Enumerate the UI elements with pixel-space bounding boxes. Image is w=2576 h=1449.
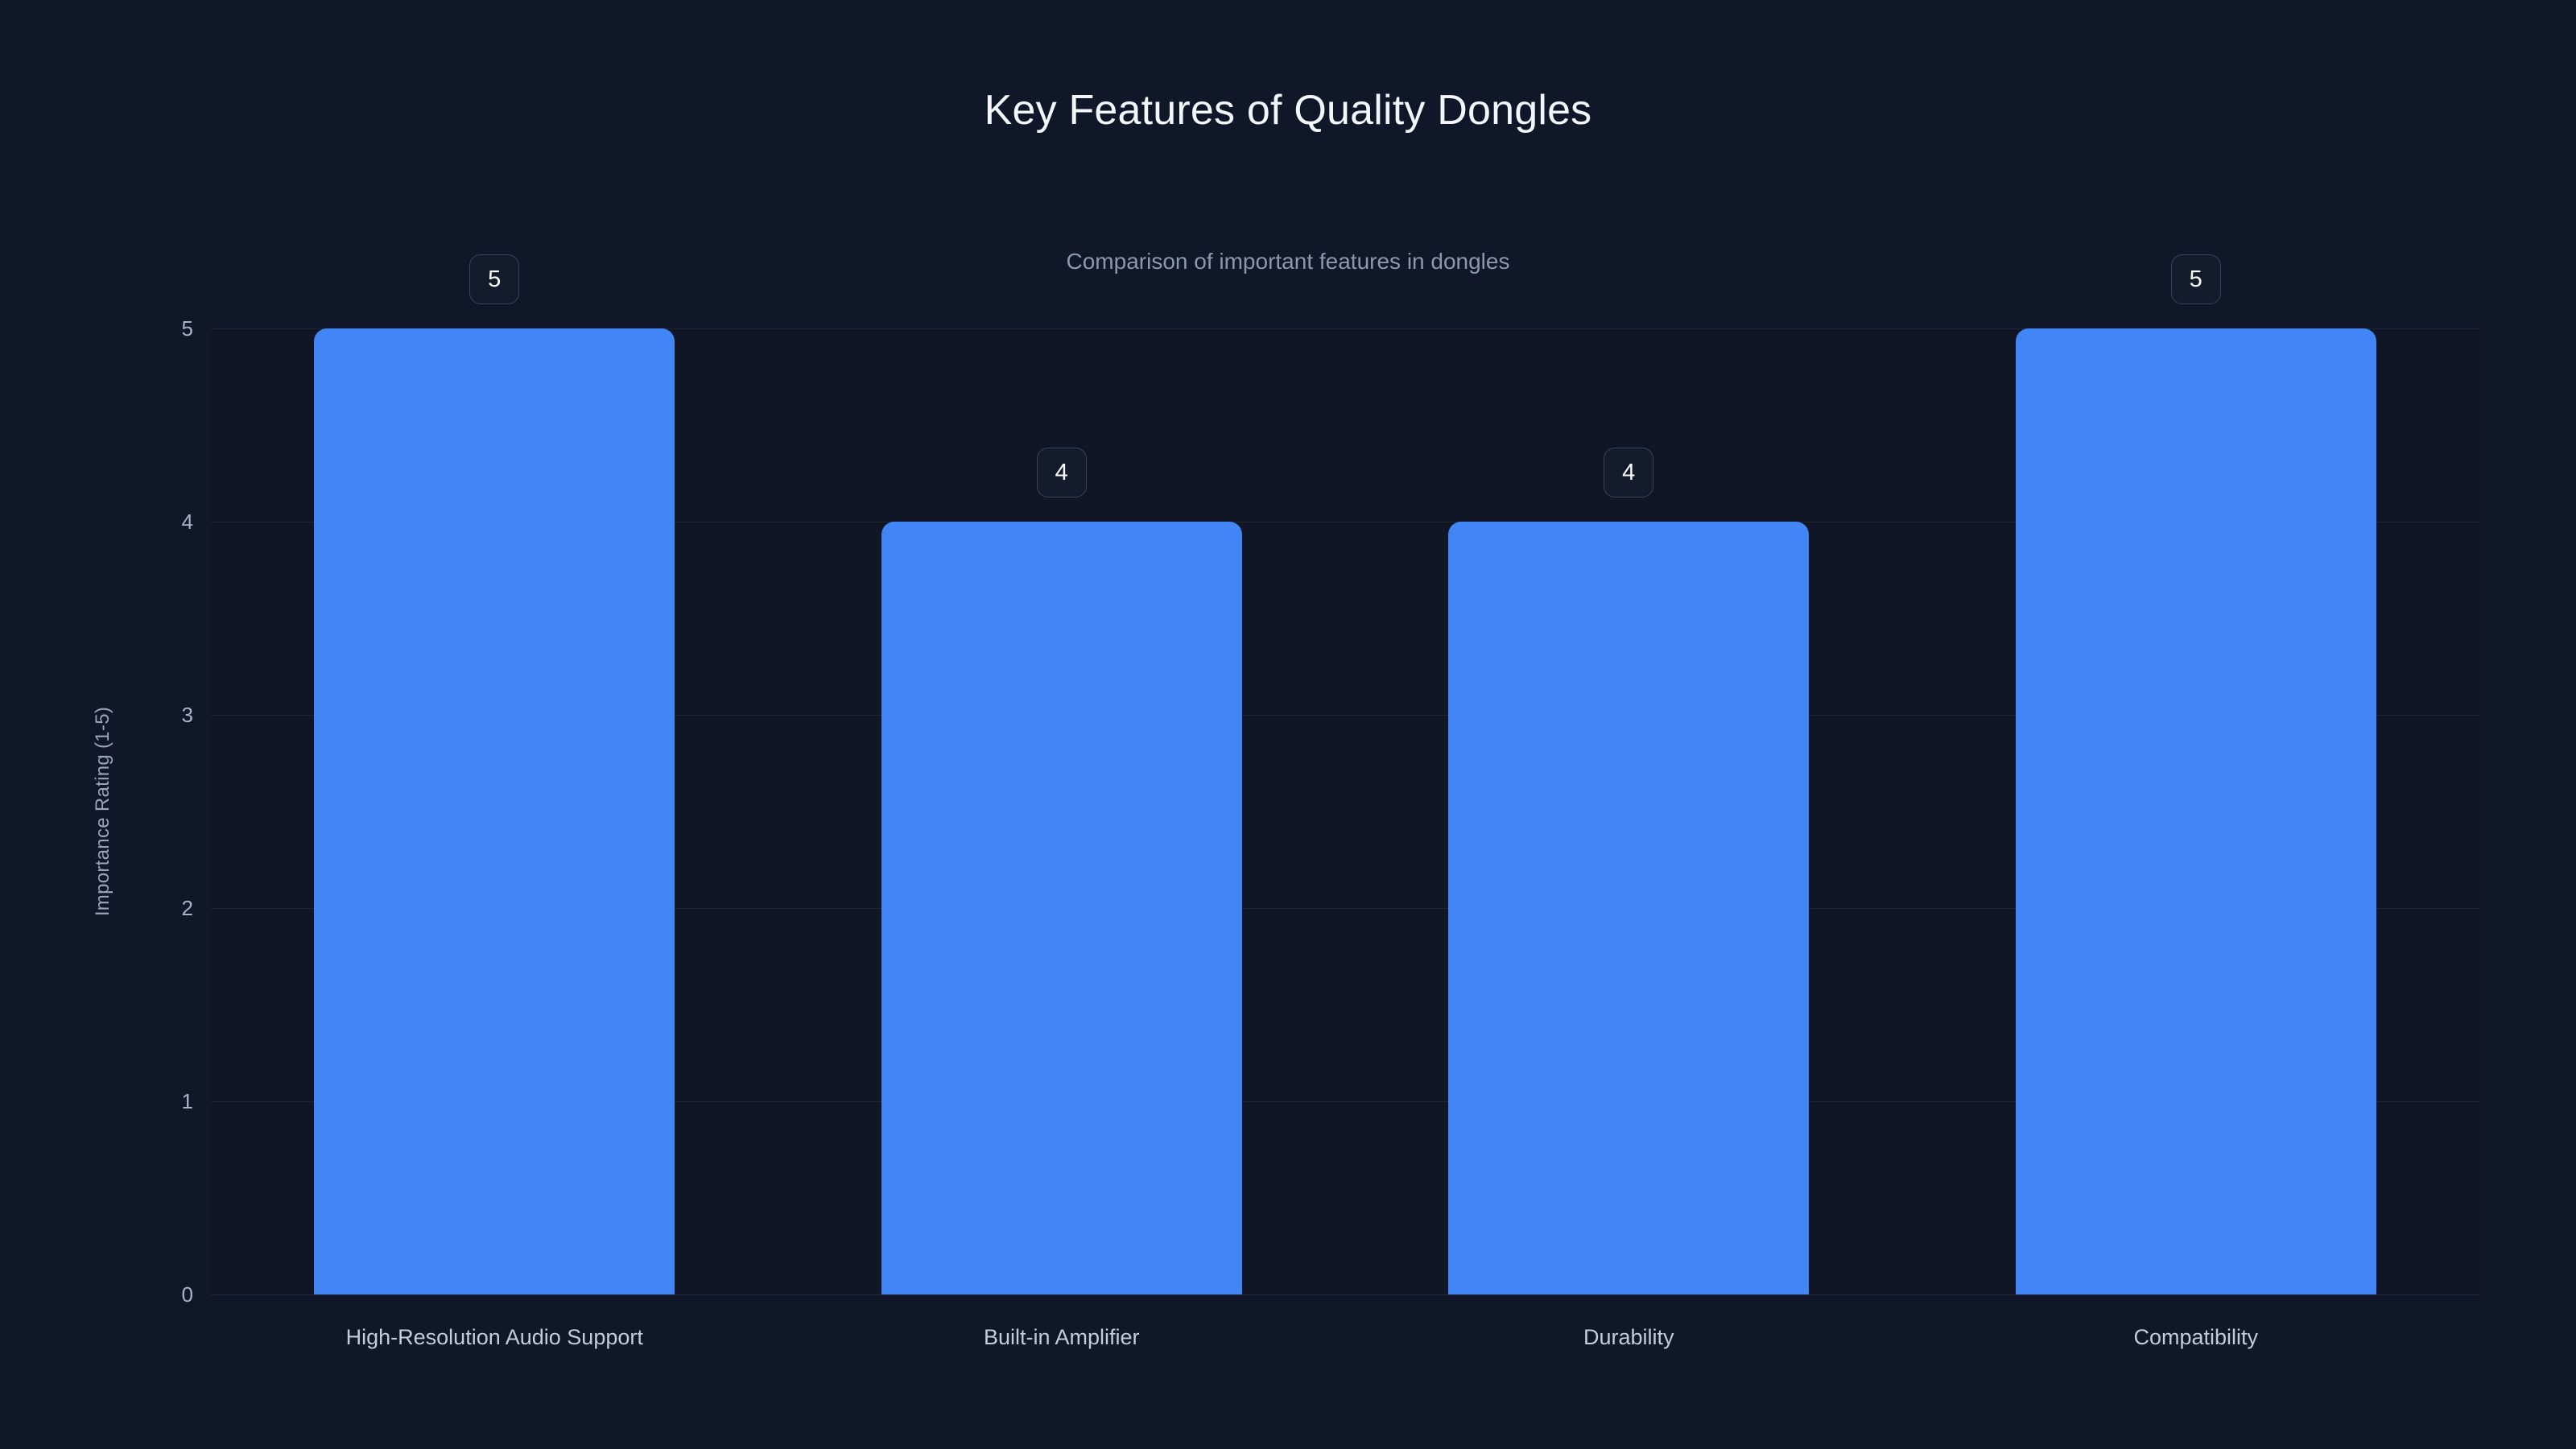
bar-value-badge: 4 — [1036, 448, 1087, 497]
bar[interactable] — [881, 522, 1242, 1294]
bar-slot — [314, 328, 675, 1294]
y-axis-tick-label: 1 — [181, 1089, 193, 1113]
gridline-5 — [211, 328, 2479, 329]
x-axis-label: Compatibility — [2133, 1325, 2259, 1349]
bar[interactable] — [2015, 328, 2376, 1294]
gridline-2 — [211, 908, 2479, 909]
x-axis-label: High-Resolution Audio Support — [345, 1325, 643, 1349]
y-axis-tick-label: 2 — [181, 896, 193, 920]
x-axis-label: Built-in Amplifier — [983, 1325, 1140, 1349]
bars-layer — [211, 328, 2479, 1294]
bar-slot — [1448, 328, 1810, 1294]
y-axis-tick-label: 4 — [181, 510, 193, 534]
gridline-3 — [211, 715, 2479, 716]
bar[interactable] — [1448, 522, 1810, 1294]
bar-slot — [2015, 328, 2376, 1294]
gridline-1 — [211, 1101, 2479, 1102]
bar-value-badge: 5 — [469, 254, 520, 304]
bar-value-badge: 5 — [2170, 254, 2221, 304]
bar-value-badge: 4 — [1604, 448, 1654, 497]
chart-subtitle: Comparison of important features in dong… — [1066, 249, 1510, 274]
y-axis-tick-label: 3 — [181, 703, 193, 727]
bar[interactable] — [314, 328, 675, 1294]
y-axis-tick-label: 5 — [181, 316, 193, 341]
chart-title: Key Features of Quality Dongles — [984, 87, 1592, 134]
y-axis-tick-label: 0 — [181, 1282, 193, 1307]
bar-slot — [881, 328, 1242, 1294]
gridline-0 — [211, 1294, 2479, 1295]
y-axis-title: Importance Rating (1-5) — [92, 706, 114, 917]
x-axis-label: Durability — [1583, 1325, 1674, 1349]
